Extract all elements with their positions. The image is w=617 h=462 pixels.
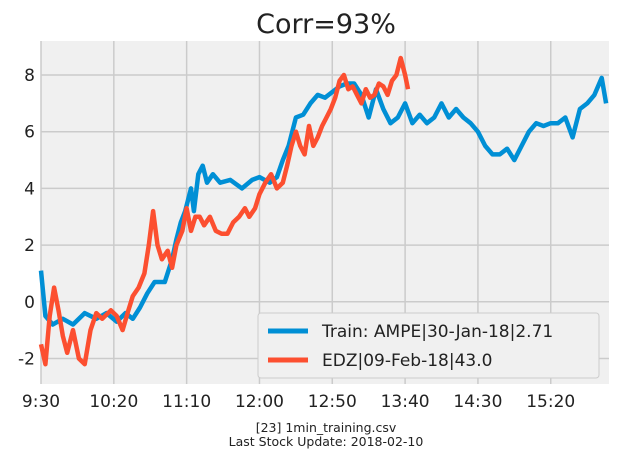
- y-tick-label: 0: [24, 293, 35, 313]
- legend-box: [257, 312, 600, 379]
- x-tick-label: 13:40: [381, 392, 430, 412]
- chart-title: Corr=93%: [256, 9, 396, 40]
- x-tick-label: 10:20: [89, 392, 138, 412]
- y-tick-label: -2: [18, 349, 35, 369]
- legend: Train: AMPE|30-Jan-18|2.71 EDZ|09-Feb-18|…: [257, 312, 600, 379]
- x-tick-labels: 9:30 10:20 11:10 12:00 12:50 13:40 14:30 15:20: [22, 392, 575, 412]
- series-lines: [38, 55, 609, 367]
- footer-filename: [23] 1min_training.csv: [256, 420, 397, 435]
- footer-update: Last Stock Update: 2018-02-10: [229, 434, 424, 449]
- grid-lines: [40, 41, 609, 384]
- y-tick-label: 8: [24, 66, 35, 86]
- x-tick-label: 9:30: [22, 392, 60, 412]
- y-tick-label: 2: [24, 236, 35, 256]
- x-tick-label: 14:30: [453, 392, 502, 412]
- series-line-1: [38, 75, 609, 327]
- legend-label: Train: AMPE|30-Jan-18|2.71: [321, 322, 553, 342]
- y-tick-labels: -2 0 2 4 6 8: [18, 66, 35, 369]
- x-tick-label: 15:20: [526, 392, 575, 412]
- y-tick-label: 6: [24, 123, 35, 143]
- legend-label: EDZ|09-Feb-18|43.0: [322, 351, 492, 371]
- x-tick-label: 12:50: [308, 392, 357, 412]
- x-tick-label: 12:00: [235, 392, 284, 412]
- series-line-2: [38, 55, 411, 367]
- y-tick-label: 4: [24, 179, 35, 199]
- x-tick-label: 11:10: [162, 392, 211, 412]
